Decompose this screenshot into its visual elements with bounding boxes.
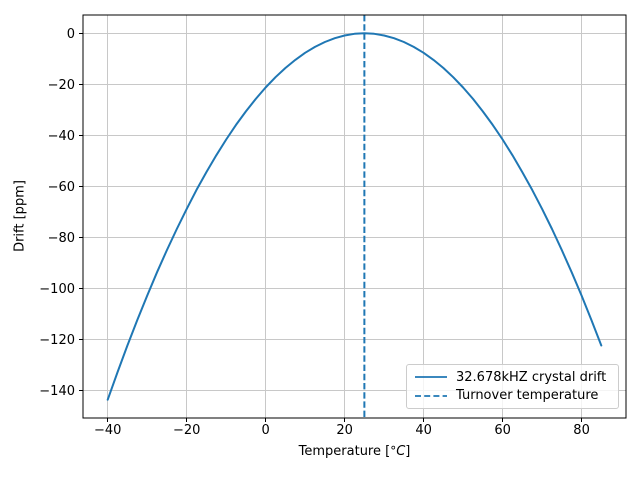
x-axis-unit: C: [396, 444, 406, 459]
x-tick-label: 80: [573, 423, 590, 438]
grid-lines: [83, 15, 626, 418]
y-tick-label: −120: [39, 333, 75, 348]
solid-line-sample-icon: [415, 376, 447, 379]
legend-label-crystal-drift: 32.678kHZ crystal drift: [456, 369, 607, 385]
x-axis-label: Temperature [°C]: [83, 444, 626, 459]
x-axis-label-suffix: ]: [405, 444, 411, 459]
legend-item-turnover-temperature: Turnover temperature: [414, 387, 611, 406]
y-tick-label: −100: [39, 282, 75, 297]
y-tick-label: 0: [67, 27, 75, 42]
legend-label-turnover-temperature: Turnover temperature: [456, 388, 599, 404]
x-tick-label: 0: [262, 423, 270, 438]
y-axis-label: Drift [ppm]: [12, 180, 28, 252]
plot-spines: [82, 14, 627, 419]
y-tick-label: −60: [48, 180, 75, 195]
y-tick-label: −40: [48, 129, 75, 144]
y-axis-ticks: 0 −20 −40 −60 −80 −100 −120 −140: [39, 27, 83, 399]
y-tick-label: −140: [39, 384, 75, 399]
degree-symbol: °: [390, 444, 397, 458]
x-tick-label: 40: [415, 423, 432, 438]
x-tick-label: 60: [494, 423, 511, 438]
legend-item-crystal-drift: 32.678kHZ crystal drift: [414, 368, 611, 387]
x-tick-label: −40: [94, 423, 121, 438]
x-axis-ticks: −40 −20 0 20 40 60 80: [94, 418, 590, 438]
y-tick-label: −80: [48, 231, 75, 246]
x-tick-label: 20: [336, 423, 353, 438]
crystal-drift-curve: [106, 32, 603, 401]
x-tick-label: −20: [173, 423, 200, 438]
dashed-line-sample-icon: [415, 394, 447, 397]
legend: 32.678kHZ crystal drift Turnover tempera…: [406, 364, 619, 409]
y-tick-label: −20: [48, 78, 75, 93]
x-axis-label-prefix: Temperature [: [298, 444, 391, 459]
